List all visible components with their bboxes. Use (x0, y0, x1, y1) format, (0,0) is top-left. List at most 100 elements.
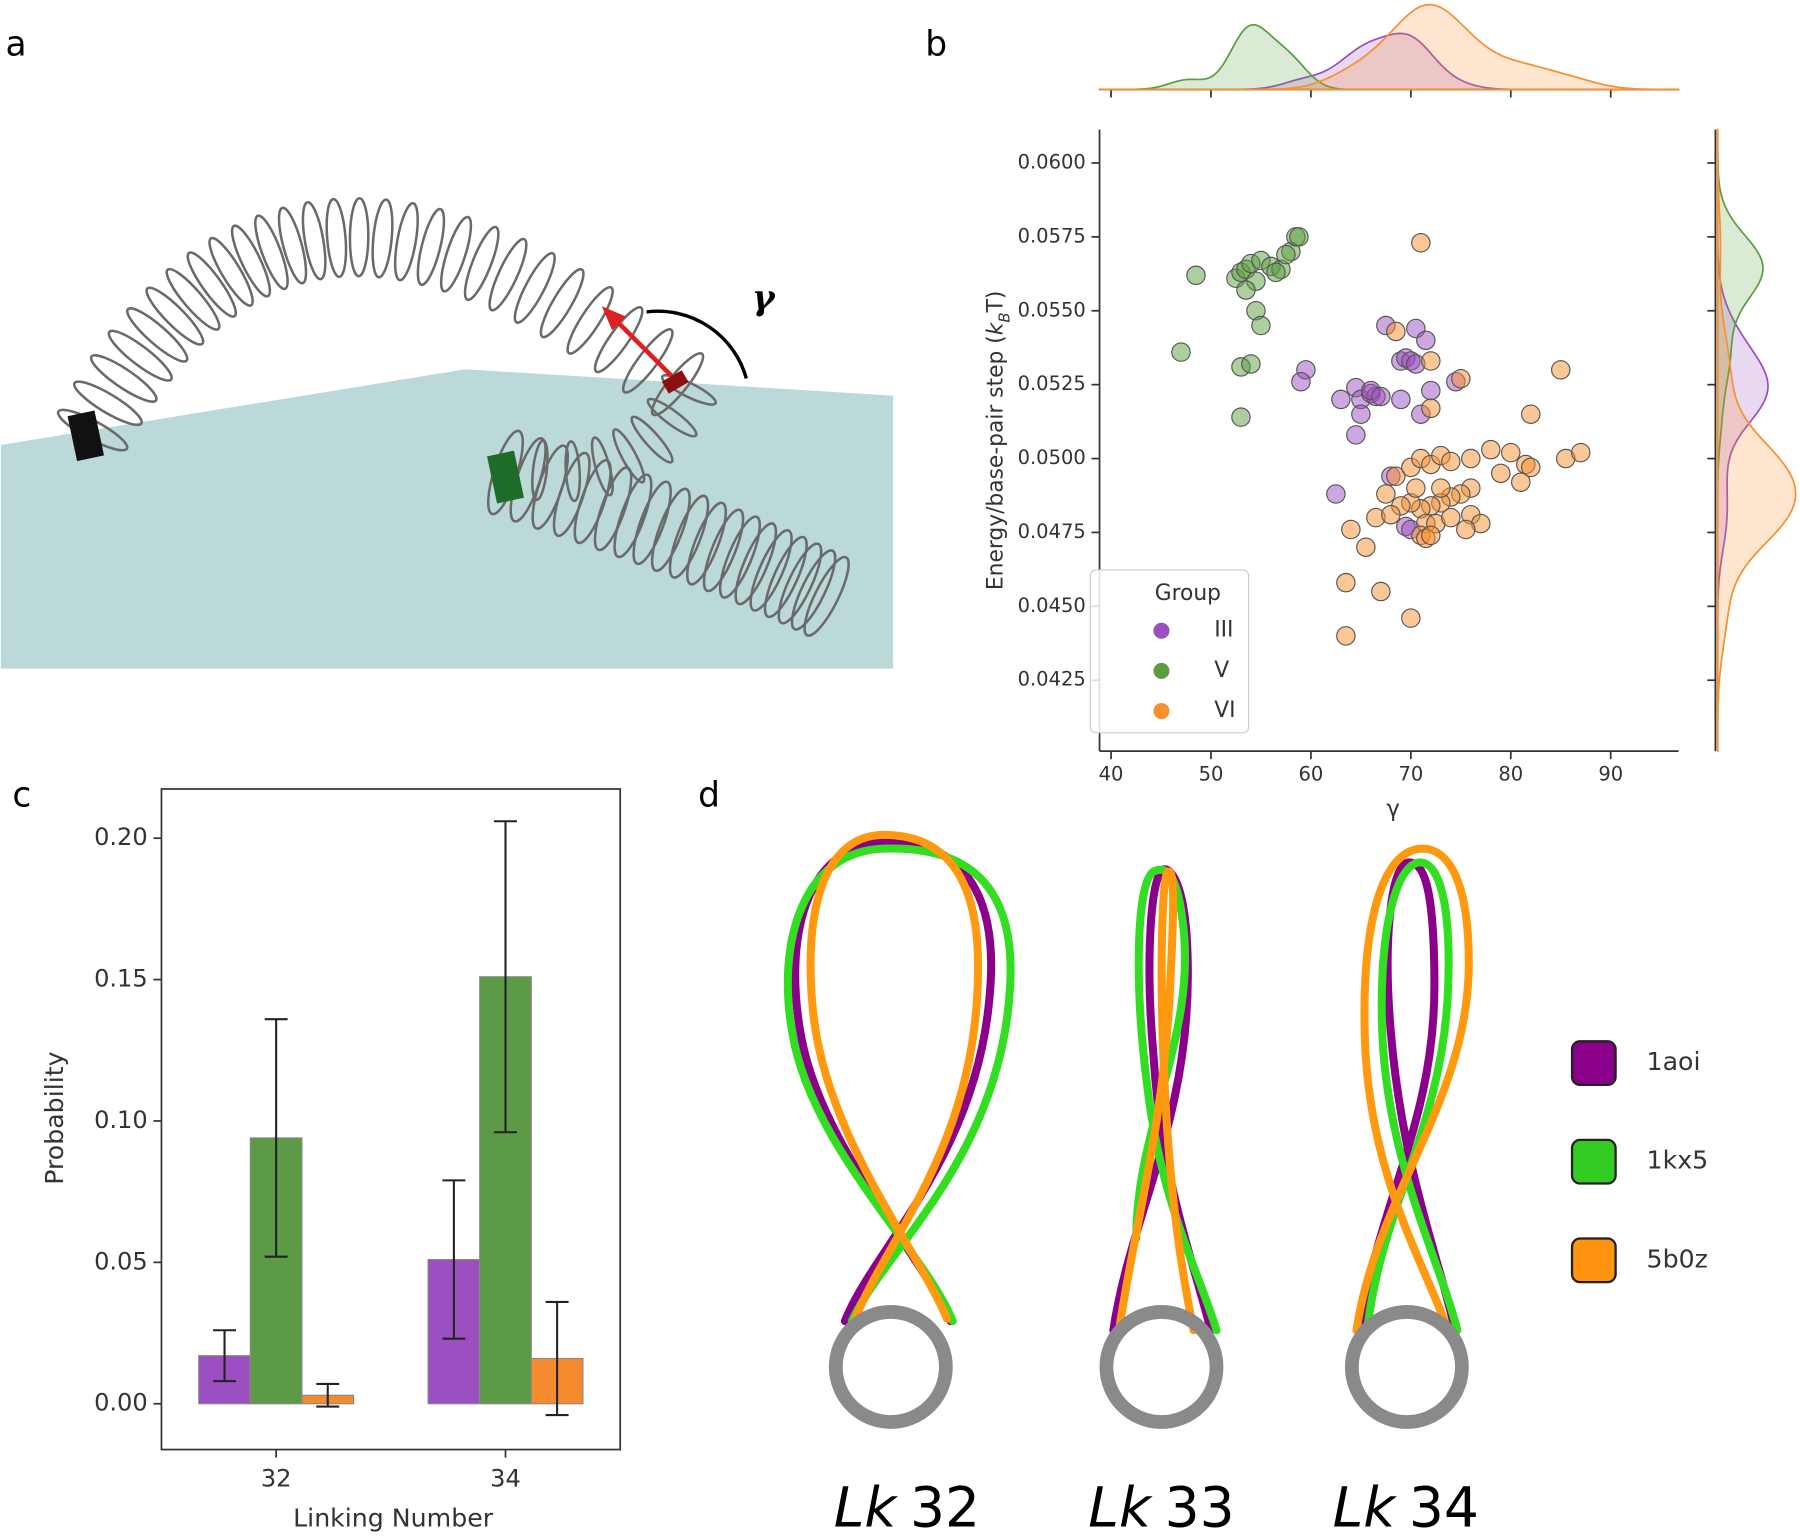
helix-turn (254, 214, 289, 291)
y-tick-label: 0.0600 (1018, 150, 1086, 173)
helix-turn (107, 329, 173, 382)
loop-lk32 (783, 830, 1015, 1326)
loop (1115, 867, 1198, 1335)
y-tick-label: 0.0475 (1018, 520, 1086, 543)
angle-arc (646, 309, 748, 379)
ring (828, 1305, 953, 1429)
scatter-point (1401, 608, 1421, 628)
helix-turn (186, 251, 238, 318)
helix-turn (277, 206, 308, 285)
legend-marker (1153, 622, 1170, 639)
helix-turn (790, 549, 837, 631)
helix-turn (566, 286, 614, 355)
anchor-block (487, 450, 524, 504)
scatter-point (1171, 342, 1191, 362)
x-axis-label: γ (1386, 796, 1400, 822)
y-axis-label: Energy/base-pair step (kBT) (983, 291, 1013, 590)
arrow-base (661, 370, 689, 394)
ring (1099, 1305, 1224, 1429)
legend-box (1089, 569, 1250, 734)
scatter-point (1441, 451, 1461, 472)
helix-turn (439, 215, 473, 293)
helix-turn (126, 307, 189, 363)
caption-number: 32 (910, 1476, 980, 1539)
scatter-point (1236, 280, 1256, 300)
scatter-point (1386, 466, 1406, 487)
scatter-point (1431, 478, 1451, 498)
arrow-head (601, 306, 626, 331)
legend-label: 1kx5 (1647, 1146, 1709, 1175)
legend-label: V (1214, 658, 1229, 683)
helix-turn (463, 225, 500, 302)
helix-turn (621, 328, 674, 394)
legend-label: VI (1214, 698, 1235, 723)
panel-label: b (925, 24, 947, 64)
scatter-point (1570, 442, 1591, 463)
helix-turn (613, 473, 653, 559)
helix-turn (777, 542, 823, 625)
legend-swatch (1570, 1040, 1617, 1087)
scatter-point (1501, 442, 1521, 463)
error-bar (264, 1018, 288, 1258)
y-axis-label-part: k (983, 321, 1008, 335)
caption: Lk 32 (834, 1476, 980, 1539)
legend-swatch (1570, 1237, 1617, 1284)
scatter-point (1371, 386, 1391, 407)
helix-turn (734, 522, 778, 606)
scatter-point (1186, 265, 1206, 286)
scatter-point (1371, 581, 1391, 602)
scatter-point (1411, 233, 1431, 253)
helix-turn (632, 480, 672, 566)
legend-label: 5b0z (1647, 1244, 1708, 1273)
legend: 1aoi 1kx5 5b0z (1570, 1040, 1709, 1284)
helix-turn (763, 535, 808, 619)
loop-lk33 (1109, 865, 1221, 1335)
anchor-block (67, 410, 105, 462)
y-tick-label: 0.05 (94, 1247, 148, 1275)
helix-turn (488, 237, 528, 312)
helix-turn (749, 528, 793, 612)
caption: Lk 33 (1088, 1476, 1234, 1539)
scatter-point (1241, 354, 1261, 374)
helix-turn (165, 267, 221, 331)
helix-turn (668, 494, 710, 579)
scatter-point (1351, 404, 1371, 424)
dna-helix (56, 196, 850, 637)
y-tick-label: 0.15 (94, 965, 148, 993)
helix-turn (393, 201, 419, 282)
helix-turn (416, 207, 446, 287)
y-tick-label: 0.00 (94, 1389, 148, 1417)
helix-turn (702, 508, 745, 593)
legend-label: III (1214, 618, 1233, 643)
helix-turn (593, 466, 633, 552)
x-tick-label: 60 (1299, 763, 1324, 786)
loop (806, 830, 983, 1323)
y-tick-label: 0.0575 (1018, 224, 1086, 247)
plot-frame (160, 788, 622, 1451)
loop-lk34 (1352, 844, 1473, 1335)
scatter-point (1521, 404, 1541, 424)
panel-label: d (698, 776, 720, 816)
captions: Lk 32 Lk 33 Lk 34 (834, 1476, 1479, 1539)
helix-turn (513, 251, 556, 324)
scatter-point (1551, 360, 1571, 380)
y-tick-label: 0.0450 (1018, 594, 1086, 617)
scatter-point (1356, 537, 1376, 557)
scatter-point (1331, 389, 1351, 410)
y-axis-label-part: Energy/base-pair step ( (983, 335, 1008, 590)
scatter-point (1341, 519, 1361, 540)
legend-marker (1153, 702, 1170, 720)
y-axis-label: Probability (40, 1051, 69, 1184)
scatter-point (1376, 484, 1396, 504)
helix-turn (208, 236, 254, 307)
scatter-point (1461, 448, 1481, 469)
angle-label: γ (752, 278, 777, 318)
scatter-point (1451, 368, 1471, 389)
scatter-point (1381, 504, 1401, 525)
helix-turn (539, 267, 585, 339)
caption-italic: Lk (1088, 1476, 1153, 1539)
panel-label: a (5, 24, 26, 64)
scatter-point (1421, 351, 1441, 371)
helix-turn (371, 198, 394, 279)
